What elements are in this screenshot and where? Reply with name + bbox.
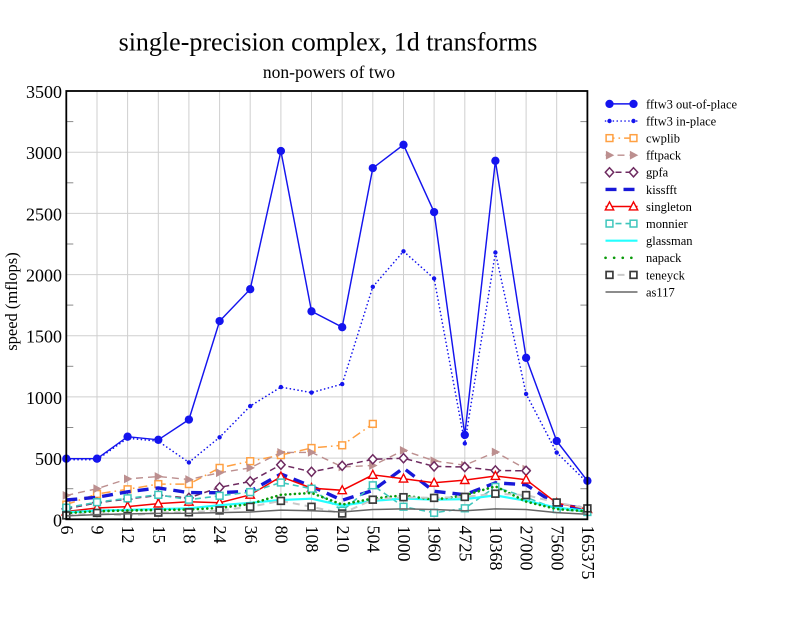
svg-text:12: 12 (118, 526, 138, 544)
svg-text:15: 15 (149, 526, 169, 544)
svg-text:napack: napack (646, 251, 682, 265)
svg-text:3000: 3000 (26, 143, 62, 163)
svg-text:24: 24 (210, 526, 230, 544)
svg-text:2000: 2000 (26, 266, 62, 286)
svg-text:165375: 165375 (578, 526, 598, 580)
svg-text:speed (mflops): speed (mflops) (2, 252, 21, 351)
svg-text:500: 500 (35, 449, 62, 469)
svg-text:75600: 75600 (547, 526, 567, 571)
svg-text:504: 504 (363, 526, 383, 553)
svg-text:2500: 2500 (26, 204, 62, 224)
svg-text:teneyck: teneyck (646, 268, 686, 282)
svg-text:0: 0 (53, 510, 62, 530)
svg-text:36: 36 (241, 526, 261, 544)
svg-text:cwplib: cwplib (646, 132, 680, 146)
svg-text:210: 210 (333, 526, 353, 553)
svg-text:fftw3 in-place: fftw3 in-place (646, 114, 717, 128)
svg-text:4725: 4725 (455, 526, 475, 562)
svg-text:10368: 10368 (486, 526, 506, 571)
svg-text:fftw3 out-of-place: fftw3 out-of-place (646, 97, 738, 111)
svg-text:1500: 1500 (26, 327, 62, 347)
svg-text:27000: 27000 (517, 526, 537, 571)
svg-text:glassman: glassman (646, 234, 693, 248)
svg-text:3500: 3500 (26, 82, 62, 102)
svg-text:108: 108 (302, 526, 322, 553)
svg-text:single-precision complex, 1d t: single-precision complex, 1d transforms (119, 28, 538, 57)
svg-text:singleton: singleton (646, 200, 693, 214)
svg-text:fftpack: fftpack (646, 149, 682, 163)
svg-text:as117: as117 (646, 285, 675, 299)
svg-text:6: 6 (57, 526, 77, 535)
svg-text:9: 9 (88, 526, 108, 535)
svg-text:1960: 1960 (425, 526, 445, 562)
svg-text:1000: 1000 (394, 526, 414, 562)
svg-text:monnier: monnier (646, 217, 688, 231)
svg-text:1000: 1000 (26, 388, 62, 408)
svg-text:gpfa: gpfa (646, 166, 669, 180)
svg-text:kissfft: kissfft (646, 183, 678, 197)
svg-text:non-powers of two: non-powers of two (263, 62, 395, 82)
svg-text:18: 18 (180, 526, 200, 544)
svg-text:80: 80 (272, 526, 292, 544)
